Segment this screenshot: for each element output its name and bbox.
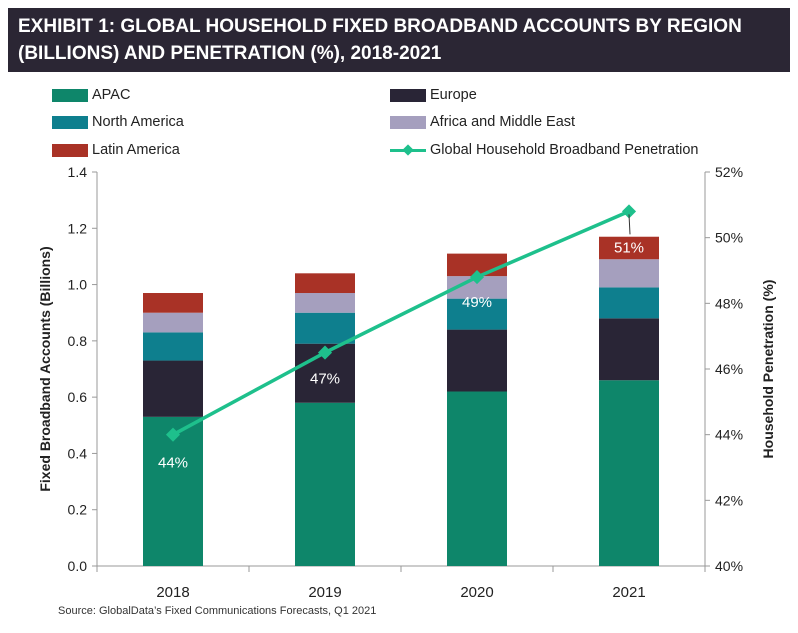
penetration-marker	[621, 204, 637, 219]
right-tick-label: 50%	[715, 230, 743, 246]
bar-segment-africa-and-middle-east	[447, 276, 507, 299]
data-label: 51%	[614, 239, 644, 256]
bar-segment-north-america	[599, 287, 659, 319]
bar-segment-apac	[599, 380, 659, 566]
legend-label: North America	[92, 114, 184, 130]
data-label-leader	[628, 214, 631, 235]
left-tick-label: 0.8	[68, 333, 88, 349]
left-tick-label: 1.4	[68, 164, 88, 180]
left-tick-label: 0.2	[68, 502, 88, 518]
category-label: 2020	[460, 584, 493, 601]
bar-segment-north-america	[295, 312, 355, 344]
legend-label: Global Household Broadband Penetration	[430, 142, 699, 158]
penetration-marker	[469, 269, 485, 285]
bar-segment-africa-and-middle-east	[143, 312, 203, 333]
category-label: 2019	[308, 584, 341, 601]
bar-segment-latin-america	[295, 273, 355, 294]
right-tick-label: 42%	[715, 492, 743, 508]
legend-item-africa-middle-east: Africa and Middle East	[390, 114, 575, 130]
legend-item-apac: APAC	[52, 87, 130, 103]
left-tick-label: 1.0	[68, 277, 88, 293]
right-tick-label: 48%	[715, 295, 743, 311]
left-tick-label: 0.6	[68, 389, 88, 405]
data-label: 49%	[462, 294, 492, 311]
legend-label: Africa and Middle East	[430, 114, 576, 130]
legend-line-swatch	[390, 144, 426, 157]
category-label: 2018	[156, 584, 189, 601]
right-tick-label: 52%	[715, 164, 743, 180]
right-tick-label: 40%	[715, 558, 743, 574]
bar-segment-europe	[143, 360, 203, 417]
bar-segment-africa-and-middle-east	[295, 293, 355, 313]
legend-item-penetration: Global Household Broadband Penetration	[390, 142, 698, 158]
source-note: Source: GlobalData’s Fixed Communication…	[58, 605, 377, 617]
penetration-marker	[317, 345, 333, 360]
bar-segment-europe	[599, 318, 659, 381]
right-axis-title: Household Penetration (%)	[760, 280, 776, 459]
chart-title: EXHIBIT 1: GLOBAL HOUSEHOLD FIXED BROADB…	[8, 8, 790, 72]
legend-label: Europe	[430, 87, 477, 103]
penetration-marker	[165, 427, 181, 442]
right-tick-label: 46%	[715, 361, 743, 377]
legend-item-latin-america: Latin America	[52, 142, 180, 158]
legend-swatch	[390, 88, 426, 102]
legend-item-north-america: North America	[52, 114, 184, 130]
bar-segment-apac	[295, 402, 355, 566]
bar-segment-apac	[447, 391, 507, 566]
legend-swatch	[390, 115, 426, 129]
legend-label: Latin America	[92, 142, 180, 158]
bar-segment-north-america	[447, 298, 507, 330]
penetration-line	[172, 209, 630, 437]
data-label: 44%	[158, 455, 188, 472]
bar-segment-europe	[447, 329, 507, 392]
right-tick-label: 44%	[715, 427, 743, 443]
bar-segment-north-america	[143, 332, 203, 361]
legend-item-europe: Europe	[390, 87, 477, 103]
legend-swatch	[52, 115, 88, 129]
left-tick-label: 1.2	[68, 220, 88, 236]
left-tick-label: 0.0	[68, 558, 88, 574]
bar-segment-latin-america	[599, 236, 659, 260]
category-label: 2021	[612, 584, 645, 601]
data-label: 47%	[310, 371, 340, 388]
left-tick-label: 0.4	[68, 445, 88, 461]
legend-swatch	[52, 88, 88, 102]
bar-segment-africa-and-middle-east	[599, 259, 659, 288]
left-axis-title: Fixed Broadband Accounts (Billions)	[37, 246, 53, 491]
legend-label: APAC	[92, 87, 131, 103]
legend-swatch	[52, 143, 88, 157]
bar-segment-latin-america	[143, 293, 203, 313]
